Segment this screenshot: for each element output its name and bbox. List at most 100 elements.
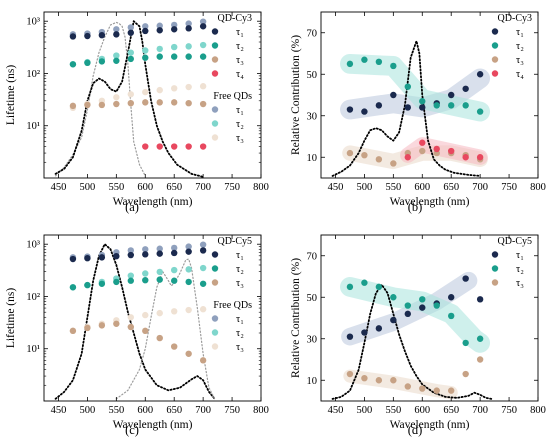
data-point-t3 xyxy=(346,149,354,157)
data-point-t2 xyxy=(361,279,368,286)
data-point-t3 xyxy=(433,387,440,394)
y-tick-label: 10¹ xyxy=(26,344,40,355)
x-axis-label: Wavelength (nm) xyxy=(113,196,193,208)
x-axis-label: Wavelength (nm) xyxy=(390,196,470,208)
x-tick-label: 550 xyxy=(385,405,401,416)
data-point-t3 xyxy=(142,99,149,106)
legend-label: τ₂ xyxy=(236,328,244,339)
data-point-free_t2 xyxy=(127,49,134,56)
legend-marker-t4 xyxy=(491,70,499,77)
data-point-t2 xyxy=(69,61,77,68)
data-point-free_t2 xyxy=(142,47,149,54)
x-tick-label: 450 xyxy=(51,405,67,416)
data-point-t3 xyxy=(156,334,163,342)
data-point-t2 xyxy=(346,60,354,68)
data-point-free_t1 xyxy=(127,247,134,254)
data-point-t2 xyxy=(156,276,163,283)
legend-title: QD-Cy5 xyxy=(498,236,532,247)
panel-label: (c) xyxy=(125,423,139,437)
legend-label: τ₂ xyxy=(236,264,244,275)
data-point-t1 xyxy=(127,251,134,259)
data-point-t4 xyxy=(433,145,440,153)
data-point-t3 xyxy=(199,100,207,108)
legend-marker-t2 xyxy=(211,42,219,49)
data-point-t1 xyxy=(156,27,163,34)
data-point-t2 xyxy=(142,276,149,284)
data-point-t2 xyxy=(448,102,455,109)
y-tick-label: 30 xyxy=(307,111,318,122)
legend-marker-t1 xyxy=(211,251,219,258)
data-point-free_t3 xyxy=(199,306,207,313)
x-tick-label: 550 xyxy=(108,182,124,193)
data-point-t3 xyxy=(156,99,163,106)
x-tick-label: 500 xyxy=(80,405,96,416)
data-point-t1 xyxy=(476,296,484,303)
y-axis-label: Relative Contribution (%) xyxy=(290,258,302,378)
data-point-t1 xyxy=(404,310,411,318)
legend-label: τ₃ xyxy=(236,55,244,66)
y-axis-label: Lifetime (ns) xyxy=(5,65,17,126)
data-point-t3 xyxy=(390,377,397,384)
plot-area xyxy=(331,40,491,177)
data-point-t1 xyxy=(98,254,106,261)
legend-label: τ₄ xyxy=(236,69,244,80)
data-point-t3 xyxy=(361,151,368,159)
data-point-free_t3 xyxy=(199,83,207,90)
data-point-t2 xyxy=(127,277,134,284)
y-tick-label: 10¹ xyxy=(26,121,40,132)
chart-panel-c: 450 500 550 600 650 700 750 800 10¹ 10² 10³ Wavelen… xyxy=(5,234,269,437)
legend-marker-free_t1 xyxy=(211,106,219,113)
spectrum-line-spectrum_black xyxy=(331,283,493,400)
data-point-t4 xyxy=(419,139,426,146)
legend-label: τ₂ xyxy=(236,119,244,130)
data-point-free_t1 xyxy=(199,241,207,248)
data-point-t1 xyxy=(361,108,368,115)
data-point-t1 xyxy=(142,251,149,258)
data-point-t2 xyxy=(156,53,163,60)
data-point-t3 xyxy=(84,101,91,109)
legend-marker-free_t2 xyxy=(211,329,219,336)
data-point-t1 xyxy=(127,29,134,36)
legend-marker-t3 xyxy=(491,56,499,63)
x-tick-label: 700 xyxy=(472,182,488,193)
legend-title: QD-Cy3 xyxy=(218,13,252,24)
data-point-t3 xyxy=(199,357,207,364)
data-point-t1 xyxy=(171,249,178,257)
data-point-free_t3 xyxy=(142,311,149,319)
data-point-t2 xyxy=(84,281,91,289)
legend-label: τ₃ xyxy=(236,278,244,289)
data-point-t3 xyxy=(98,101,106,109)
data-point-t1 xyxy=(185,248,192,255)
data-point-free_t2 xyxy=(156,268,163,276)
x-tick-label: 450 xyxy=(328,405,344,416)
data-point-free_t2 xyxy=(127,272,134,279)
x-tick-label: 700 xyxy=(472,405,488,416)
data-point-t1 xyxy=(404,104,411,111)
axes-frame xyxy=(320,234,539,402)
data-point-free_t2 xyxy=(185,43,192,50)
chart-panel-d: 450 500 550 600 650 700 750 800 10 30 50 70 Waveleng… xyxy=(290,234,546,437)
data-point-free_t3 xyxy=(171,308,178,315)
data-point-t3 xyxy=(127,323,134,331)
data-point-t1 xyxy=(84,32,91,40)
data-point-t3 xyxy=(84,324,91,332)
data-point-t2 xyxy=(98,280,106,287)
data-point-t4 xyxy=(448,147,455,155)
legend-marker-t2 xyxy=(491,42,499,49)
legend-label: τ₃ xyxy=(516,278,524,289)
data-point-t2 xyxy=(346,283,354,291)
data-point-free_t3 xyxy=(171,85,178,92)
data-point-t4 xyxy=(142,143,149,150)
data-point-t2 xyxy=(171,53,178,60)
data-point-t3 xyxy=(185,350,192,357)
data-point-t1 xyxy=(346,333,354,340)
data-point-t3 xyxy=(171,343,178,350)
data-point-t2 xyxy=(476,108,484,115)
data-point-t3 xyxy=(390,160,397,167)
legend-label: τ₁ xyxy=(236,314,244,325)
plot-area xyxy=(54,241,216,400)
panel-label: (d) xyxy=(408,423,423,437)
data-point-t2 xyxy=(419,296,426,303)
data-point-free_t3 xyxy=(127,314,134,321)
